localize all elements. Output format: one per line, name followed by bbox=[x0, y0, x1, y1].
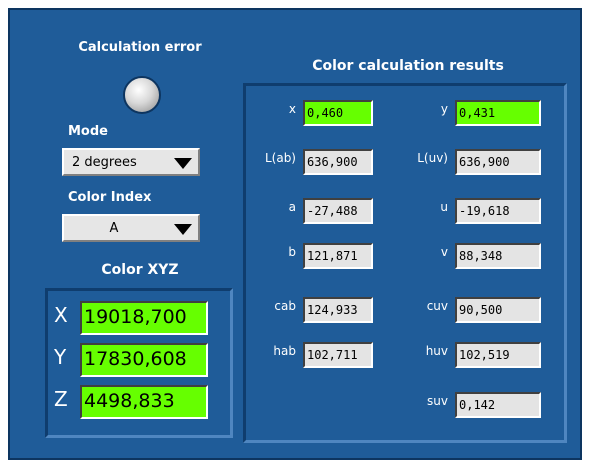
mode-label: Mode bbox=[68, 124, 108, 139]
index-dropdown[interactable]: A bbox=[62, 214, 200, 242]
index-label: Color Index bbox=[68, 190, 152, 205]
results-box: x 0,460 y 0,431 L(ab) 636,900 L(uv) 636,900 a -27… bbox=[243, 83, 567, 443]
result-field: 0,460 bbox=[303, 100, 373, 126]
result-label: y bbox=[440, 102, 448, 116]
result-field: 124,933 bbox=[303, 297, 373, 323]
result-label: b bbox=[288, 245, 296, 259]
result-field: 88,348 bbox=[455, 243, 541, 269]
result-label: L(ab) bbox=[264, 151, 296, 165]
result-label: u bbox=[440, 200, 448, 214]
result-field: 121,871 bbox=[303, 243, 373, 269]
dropdown-arrow bbox=[174, 224, 192, 235]
result-field: 90,500 bbox=[455, 297, 541, 323]
xyz-title: Color XYZ bbox=[101, 262, 179, 278]
result-field: 636,900 bbox=[303, 149, 373, 175]
result-label: hab bbox=[273, 344, 296, 358]
result-label: a bbox=[288, 200, 296, 214]
result-field: 102,711 bbox=[303, 342, 373, 368]
result-label: cab bbox=[274, 299, 296, 313]
xyz-label: X bbox=[54, 303, 68, 327]
xyz-field: 17830,608 bbox=[80, 343, 208, 377]
error-title: Calculation error bbox=[78, 40, 202, 55]
mode-dropdown[interactable]: 2 degrees bbox=[62, 148, 200, 176]
index-value: A bbox=[109, 221, 119, 236]
result-label: L(uv) bbox=[417, 151, 448, 165]
error-led bbox=[123, 76, 161, 114]
xyz-box: X 19018,700 Y 17830,608 Z 4498,833 bbox=[45, 288, 233, 438]
xyz-label: Y bbox=[54, 345, 67, 369]
dropdown-arrow bbox=[174, 158, 192, 169]
result-label: x bbox=[288, 102, 296, 116]
result-field: 0,142 bbox=[455, 392, 541, 418]
result-field: -19,618 bbox=[455, 198, 541, 224]
result-label: huv bbox=[425, 344, 448, 358]
panel: Calculation error Mode 2 degrees Color I… bbox=[8, 8, 582, 460]
xyz-field: 4498,833 bbox=[80, 385, 208, 419]
result-label: cuv bbox=[426, 299, 448, 313]
result-label: v bbox=[440, 245, 448, 259]
result-field: 636,900 bbox=[455, 149, 541, 175]
xyz-label: Z bbox=[54, 387, 68, 411]
result-field: 102,519 bbox=[455, 342, 541, 368]
result-field: -27,488 bbox=[303, 198, 373, 224]
result-label: suv bbox=[427, 394, 448, 408]
results-title: Color calculation results bbox=[312, 58, 504, 74]
xyz-field: 19018,700 bbox=[80, 301, 208, 335]
mode-value: 2 degrees bbox=[72, 155, 137, 170]
result-field: 0,431 bbox=[455, 100, 541, 126]
